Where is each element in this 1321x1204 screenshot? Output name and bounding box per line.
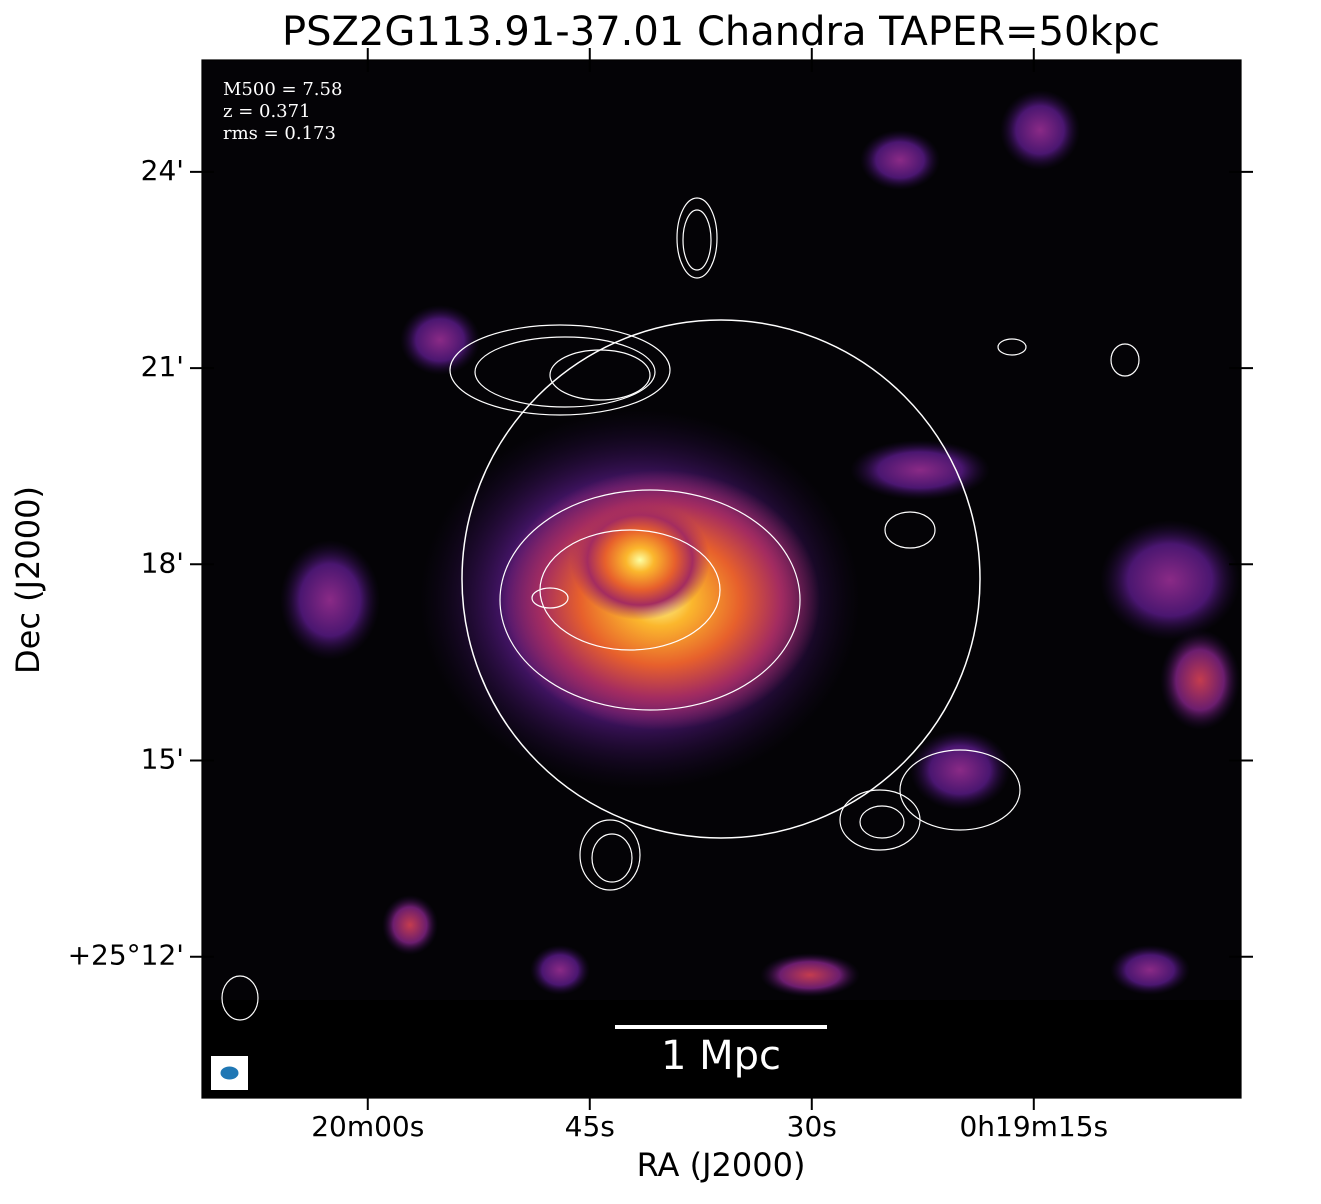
y-tick-label: 24' — [141, 154, 184, 187]
x-tick-label: 45s — [565, 1110, 615, 1143]
x-tick-label: 20m00s — [311, 1110, 424, 1143]
annotation: M500 = 7.58 — [223, 79, 342, 100]
contours — [221, 197, 1140, 1021]
x-tick-label: 0h19m15s — [959, 1110, 1108, 1143]
x-tick-label: 30s — [787, 1110, 837, 1143]
annotation: z = 0.371 — [223, 101, 311, 122]
y-axis-label: Dec (J2000) — [9, 486, 47, 674]
y-tick-label: 15' — [141, 743, 184, 776]
plot-frame — [201, 59, 1242, 1099]
chart-title: PSZ2G113.91-37.01 Chandra TAPER=50kpc — [282, 9, 1160, 55]
annotation: rms = 0.173 — [223, 123, 336, 144]
scale-bar-label: 1 Mpc — [661, 1033, 781, 1079]
r500-circle — [461, 319, 981, 839]
x-axis-label: RA (J2000) — [637, 1146, 806, 1184]
y-tick-label: +25°12' — [68, 939, 184, 972]
y-tick-label: 21' — [141, 350, 184, 383]
y-tick-label: 18' — [141, 546, 184, 579]
beam — [220, 1066, 239, 1080]
image — [202, 60, 1241, 1098]
